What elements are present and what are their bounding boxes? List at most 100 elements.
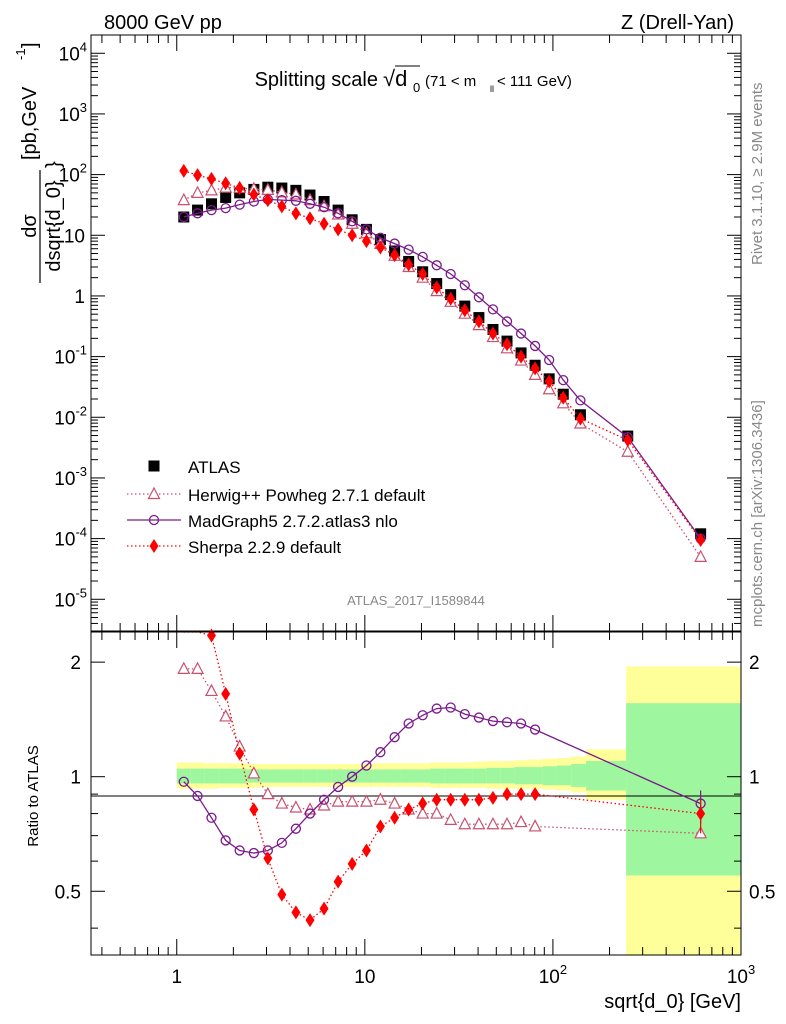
y-tick-label: 10-5	[54, 585, 87, 611]
ylabel-units-end: ]	[19, 42, 41, 48]
ratio-point	[305, 913, 315, 928]
data-point	[694, 549, 708, 562]
ratio-point	[220, 835, 231, 846]
band-inner	[514, 767, 529, 785]
data-point	[179, 163, 189, 178]
data-point	[304, 198, 316, 209]
band-inner	[626, 703, 741, 876]
main-frame	[90, 34, 742, 632]
ratio-y-tick-label: 2	[70, 653, 81, 674]
ratio-point	[388, 796, 402, 809]
rivet-version-label: Rivet 3.1.10, ≥ 2.9M events	[749, 83, 766, 266]
ratio-point	[177, 661, 191, 674]
legend-entry: Sherpa 2.2.9 default	[127, 538, 341, 557]
legend-label: MadGraph5 2.7.2.atlas3 nlo	[188, 512, 398, 531]
data-point	[206, 204, 217, 216]
band-inner	[586, 760, 627, 791]
data-point	[542, 381, 556, 395]
band-inner	[542, 766, 557, 786]
data-point	[575, 395, 586, 406]
data-point	[544, 354, 555, 366]
data-point	[277, 199, 287, 214]
ratio-point	[277, 887, 287, 902]
band-inner	[303, 769, 318, 783]
ratio-point	[460, 792, 470, 807]
ratio-point	[500, 816, 514, 830]
data-point	[487, 304, 499, 315]
ratio-point	[445, 702, 456, 713]
ratio-point	[248, 847, 260, 859]
legend-entry: MadGraph5 2.7.2.atlas3 nlo	[127, 512, 398, 531]
data-point	[206, 171, 216, 186]
ratio-point	[430, 806, 444, 819]
data-point	[193, 168, 203, 183]
ratio-point	[418, 796, 428, 811]
ratio-point	[515, 718, 527, 729]
data-point	[234, 199, 245, 210]
ratio-point	[403, 718, 414, 729]
data-point	[192, 208, 203, 219]
ratio-point	[206, 812, 217, 823]
uncertainty-bands	[176, 666, 741, 955]
data-point	[178, 211, 189, 223]
band-inner	[331, 769, 346, 783]
ratio-point	[332, 781, 344, 793]
ratio-xlabel: sqrt{d_0} [GeV]	[604, 991, 741, 1013]
data-point	[361, 234, 371, 249]
data-point	[319, 216, 329, 231]
ylabel-units: [pb,GeV	[19, 86, 41, 160]
data-point	[204, 183, 218, 196]
ratio-point	[404, 802, 414, 817]
ratio-y-tick-label: 0.5	[55, 882, 81, 903]
legend: ATLAS Herwig++ Powheg 2.7.1 default MadGra…	[127, 458, 425, 557]
data-point	[290, 195, 302, 206]
x-tick-label: 1	[171, 967, 182, 988]
data-point	[318, 202, 330, 213]
data-point	[432, 280, 442, 295]
ratio-point	[359, 794, 373, 807]
ratio-point	[458, 816, 472, 830]
ratio-point	[347, 856, 357, 871]
ratio-point	[263, 851, 273, 866]
data-point	[249, 187, 259, 202]
plot-title: Splitting scale √d 0 (71 < m ll < 111 Ge…	[255, 65, 572, 95]
ratio-axes: 0.5 0.5 1 1 2 2 1 10 102 103	[55, 632, 775, 988]
band-inner	[528, 767, 543, 785]
ratio-point	[530, 787, 540, 802]
ratio-y-tick-label-right: 2	[749, 653, 760, 674]
ratio-point	[431, 703, 442, 714]
data-point	[474, 314, 484, 329]
ratio-point	[192, 790, 203, 802]
band-inner	[373, 769, 388, 783]
series-3	[179, 163, 706, 547]
legend-label: Herwig++ Powheg 2.7.1 default	[188, 486, 425, 505]
legend-marker	[148, 514, 160, 526]
data-point	[275, 185, 289, 198]
legend-marker	[149, 539, 159, 553]
data-point	[473, 292, 485, 303]
ratio-point	[373, 792, 387, 805]
ratio-series-1	[178, 702, 706, 859]
data-point	[389, 238, 400, 249]
band-inner	[218, 768, 233, 784]
ratio-point	[375, 747, 386, 758]
ylabel-units-sup: -1	[13, 48, 28, 60]
plot-title-cut-end: < 111 GeV)	[497, 73, 572, 90]
ratio-y-tick-label-right: 1	[749, 768, 760, 789]
band-inner	[359, 769, 374, 783]
ratio-point	[291, 905, 301, 920]
main-panel: 10-5 10-4 10-3 10-2 10-1 1 10 102 103 104 Splitti…	[13, 34, 742, 632]
ylabel-brace: }	[43, 161, 65, 168]
ratio-point	[459, 708, 470, 720]
ratio-y-tick-label: 1	[70, 768, 81, 789]
ratio-point	[361, 760, 372, 771]
data-point	[621, 444, 635, 457]
ratio-point	[417, 710, 428, 721]
data-point	[515, 328, 527, 339]
data-point	[220, 191, 232, 203]
y-tick-label: 10-2	[54, 403, 87, 429]
y-tick-label: 103	[59, 100, 87, 126]
ratio-point	[178, 776, 189, 787]
ylabel-denominator: dsqrt{d_0}	[43, 180, 65, 272]
data-point	[390, 248, 400, 263]
